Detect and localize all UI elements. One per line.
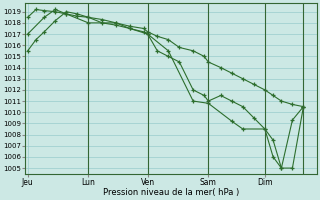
X-axis label: Pression niveau de la mer( hPa ): Pression niveau de la mer( hPa ) [103, 188, 239, 197]
